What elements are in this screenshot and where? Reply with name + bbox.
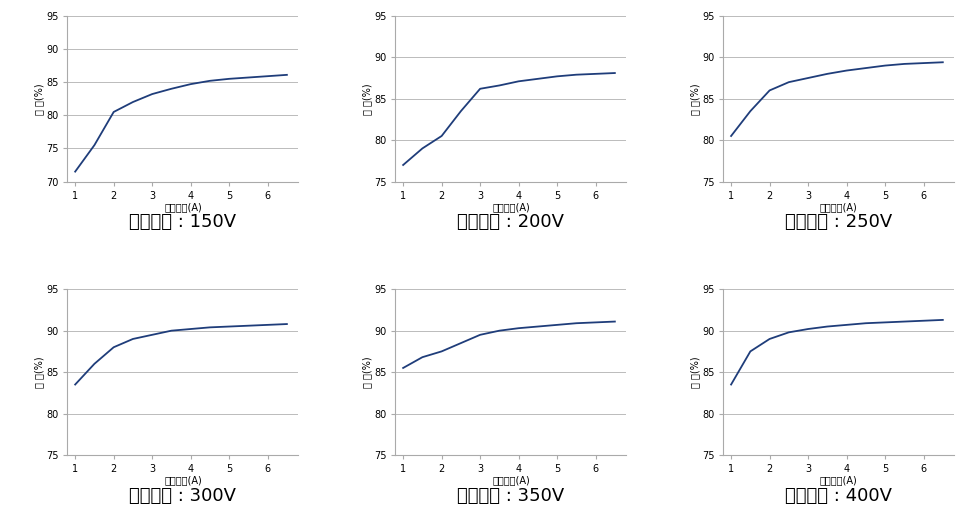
X-axis label: 출력전류(A): 출력전류(A) — [820, 202, 858, 212]
Y-axis label: 효 율(%): 효 율(%) — [35, 357, 44, 388]
X-axis label: 출력전류(A): 출력전류(A) — [164, 476, 201, 485]
Text: 출력전압 : 250V: 출력전압 : 250V — [786, 213, 893, 231]
Text: 출력전압 : 400V: 출력전압 : 400V — [786, 487, 893, 505]
X-axis label: 출력전류(A): 출력전류(A) — [492, 476, 530, 485]
Y-axis label: 효 율(%): 효 율(%) — [690, 83, 701, 114]
X-axis label: 출력전류(A): 출력전류(A) — [820, 476, 858, 485]
Text: 출력전압 : 150V: 출력전압 : 150V — [129, 213, 236, 231]
X-axis label: 출력전류(A): 출력전류(A) — [164, 202, 201, 212]
Y-axis label: 효 율(%): 효 율(%) — [690, 357, 701, 388]
Y-axis label: 효 율(%): 효 율(%) — [35, 83, 44, 114]
X-axis label: 출력전류(A): 출력전류(A) — [492, 202, 530, 212]
Text: 출력전압 : 300V: 출력전압 : 300V — [129, 487, 236, 505]
Y-axis label: 효 율(%): 효 율(%) — [362, 83, 372, 114]
Text: 출력전압 : 200V: 출력전압 : 200V — [458, 213, 564, 231]
Text: 출력전압 : 350V: 출력전압 : 350V — [457, 487, 565, 505]
Y-axis label: 효 율(%): 효 율(%) — [362, 357, 372, 388]
